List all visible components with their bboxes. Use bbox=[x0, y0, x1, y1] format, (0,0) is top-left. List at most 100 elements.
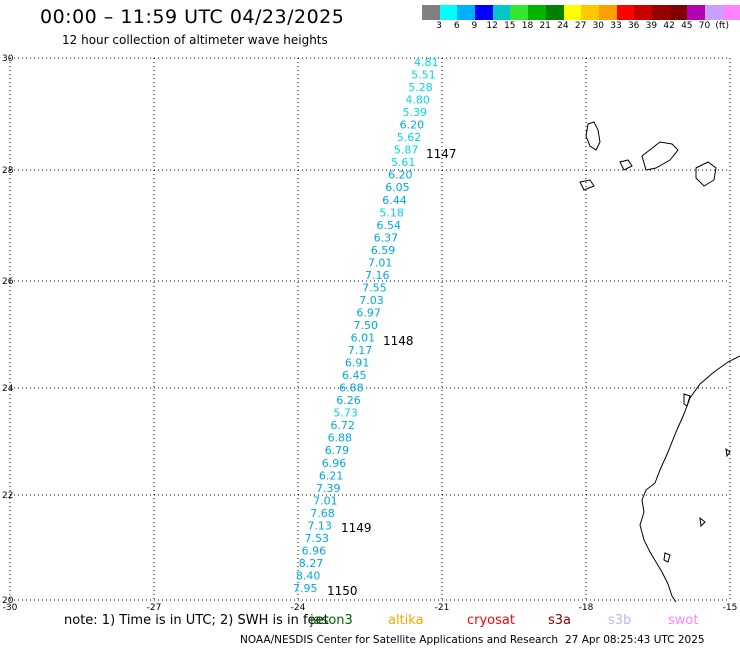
legend-label: 33 bbox=[610, 21, 622, 31]
footer-note: note: 1) Time is in UTC; 2) SWH is in fe… bbox=[64, 613, 329, 628]
wave-height-label: 5.39 bbox=[402, 106, 427, 119]
legend-swatch-3 bbox=[475, 5, 493, 20]
legend-swatch-13 bbox=[651, 5, 670, 20]
wave-height-label: 7.55 bbox=[362, 281, 387, 294]
y-tick-label: 20 bbox=[2, 596, 14, 606]
legend-label: 15 bbox=[504, 21, 516, 31]
legend-swatch-17 bbox=[722, 5, 740, 20]
x-tick-label: -27 bbox=[147, 603, 162, 613]
axis-tick-labels: -30 -27 -24 -21 -18 -15 30 28 26 24 22 20 bbox=[2, 54, 737, 613]
wave-height-label: 6.45 bbox=[342, 369, 367, 382]
legend-label: 30 bbox=[592, 21, 605, 31]
wave-height-label: 6.88 bbox=[339, 382, 364, 395]
legend-label: 70 bbox=[698, 21, 711, 31]
y-tick-label: 30 bbox=[2, 54, 14, 64]
legend-swatch-1 bbox=[439, 5, 458, 20]
legend-label: 3 bbox=[436, 21, 442, 31]
x-tick-label: -15 bbox=[723, 603, 738, 613]
x-tick-label: -24 bbox=[291, 603, 306, 613]
mission-label-cryosat: cryosat bbox=[467, 613, 515, 628]
wave-height-label: 6.88 bbox=[328, 432, 353, 445]
wave-height-label: 7.95 bbox=[293, 582, 318, 595]
wave-height-label: 7.16 bbox=[365, 269, 390, 282]
wave-height-label: 7.03 bbox=[359, 294, 384, 307]
legend-swatch-4 bbox=[492, 5, 511, 20]
legend-swatch-7 bbox=[545, 5, 564, 20]
wave-height-label: 7.01 bbox=[368, 256, 393, 269]
wave-height-label: 6.79 bbox=[325, 444, 350, 457]
legend-label: 18 bbox=[521, 21, 534, 31]
wave-height-label: 5.18 bbox=[379, 206, 404, 219]
wave-height-label: 6.37 bbox=[374, 231, 399, 244]
africa-coast bbox=[639, 355, 740, 603]
mission-label-s3b: s3b bbox=[608, 613, 632, 628]
wave-height-label: 4.81 bbox=[414, 56, 439, 69]
legend-swatch-16 bbox=[705, 5, 723, 20]
wave-height-label: 6.01 bbox=[351, 332, 376, 345]
wave-height-label: 7.50 bbox=[354, 319, 379, 332]
wave-height-label: 8.40 bbox=[296, 569, 321, 582]
legend-swatch-9 bbox=[581, 5, 599, 20]
legend-swatch-14 bbox=[669, 5, 688, 20]
map-grid bbox=[9, 57, 731, 601]
legend-label: 27 bbox=[574, 21, 587, 31]
mission-label-s3a: s3a bbox=[548, 613, 572, 628]
coastline bbox=[579, 121, 740, 603]
hierro-island bbox=[579, 179, 595, 191]
legend-swatch-12 bbox=[634, 5, 652, 20]
mission-label-swot: swot bbox=[668, 613, 699, 628]
wave-height-label: 5.73 bbox=[333, 407, 358, 420]
legend-label: 45 bbox=[681, 21, 693, 31]
legend-swatch-11 bbox=[616, 5, 635, 20]
x-tick-label: -21 bbox=[435, 603, 450, 613]
page-title: 00:00 – 11:59 UTC 04/23/2025 bbox=[40, 6, 345, 28]
pass-number-label: 1150 bbox=[327, 584, 358, 598]
legend-label: 39 bbox=[645, 21, 658, 31]
wave-height-label: 6.54 bbox=[377, 219, 402, 232]
wave-height-label: 6.44 bbox=[382, 194, 407, 207]
wave-height-label: 7.68 bbox=[310, 507, 335, 520]
mission-label-altika: altika bbox=[388, 613, 424, 628]
pass-number-label: 1148 bbox=[383, 334, 414, 348]
wave-height-label: 7.01 bbox=[313, 494, 338, 507]
wave-height-label: 6.20 bbox=[388, 169, 413, 182]
wave-height-label: 5.62 bbox=[397, 131, 422, 144]
page-subtitle: 12 hour collection of altimeter wave hei… bbox=[62, 33, 328, 47]
tenerife-island bbox=[641, 141, 679, 171]
legend-swatch-10 bbox=[598, 5, 617, 20]
wave-height-label: 6.20 bbox=[400, 119, 425, 132]
y-tick-label: 22 bbox=[2, 491, 13, 501]
legend-label: 42 bbox=[663, 21, 675, 31]
y-tick-label: 24 bbox=[2, 384, 14, 394]
cabo-blanco-feature bbox=[663, 552, 671, 563]
wave-height-label: 6.96 bbox=[302, 544, 327, 557]
wave-height-label: 5.28 bbox=[408, 81, 433, 94]
legend-swatch-15 bbox=[687, 5, 705, 20]
wave-height-label: 6.21 bbox=[319, 469, 344, 482]
coast-islet-2 bbox=[699, 516, 706, 528]
wave-height-label: 7.39 bbox=[316, 482, 341, 495]
wave-height-label: 5.61 bbox=[391, 156, 416, 169]
satellite-track-values: 4.815.515.284.805.396.205.625.875.616.20… bbox=[293, 56, 439, 595]
x-tick-label: -18 bbox=[579, 603, 594, 613]
wave-height-label: 8.27 bbox=[299, 557, 324, 570]
legend-swatch-0 bbox=[422, 5, 440, 20]
wave-height-label: 5.87 bbox=[394, 144, 419, 157]
wave-height-label: 6.97 bbox=[356, 306, 381, 319]
legend-swatch-8 bbox=[563, 5, 582, 20]
wave-height-label: 6.59 bbox=[371, 244, 396, 257]
saguia-feature bbox=[683, 393, 691, 407]
pass-labels: 1147 1148 1149 1150 bbox=[327, 147, 457, 598]
pass-number-label: 1147 bbox=[426, 147, 457, 161]
wave-height-label: 7.53 bbox=[305, 532, 330, 545]
wave-height-label: 4.80 bbox=[405, 94, 430, 107]
wave-height-label: 6.26 bbox=[336, 394, 361, 407]
credit-line: NOAA/NESDIS Center for Satellite Applica… bbox=[240, 634, 558, 646]
wave-height-label: 6.96 bbox=[322, 457, 347, 470]
y-tick-label: 28 bbox=[2, 166, 14, 176]
wave-height-label: 7.13 bbox=[307, 519, 332, 532]
legend-label: (ft) bbox=[715, 21, 729, 31]
legend-label: 21 bbox=[539, 21, 551, 31]
wave-height-label: 6.72 bbox=[330, 419, 355, 432]
